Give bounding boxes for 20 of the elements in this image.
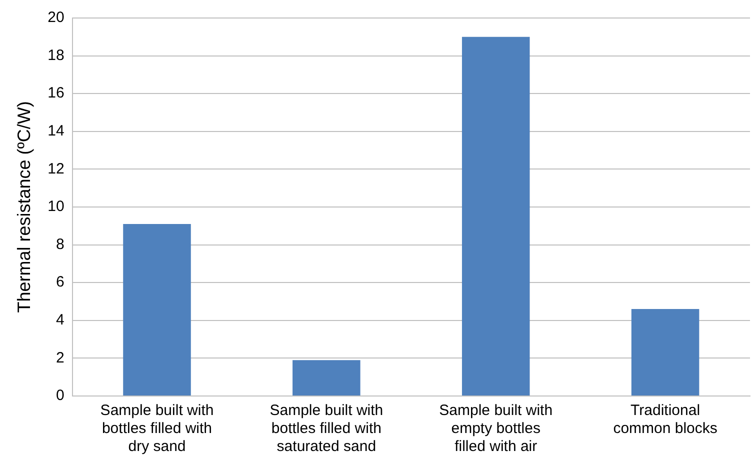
y-tick-label: 20 — [48, 9, 64, 26]
y-tick-label: 6 — [56, 274, 64, 291]
bar — [123, 224, 191, 396]
y-tick-label: 0 — [56, 387, 64, 404]
y-tick-label: 2 — [56, 349, 64, 366]
x-tick-label: Sample built with bottles filled with dry sand — [100, 402, 214, 456]
y-tick-label: 12 — [48, 160, 64, 178]
y-tick-label: 4 — [56, 312, 64, 329]
y-axis-title: Thermal resistance (ºC/W) — [14, 101, 34, 313]
y-tick-label: 10 — [48, 198, 64, 216]
bar — [631, 309, 700, 396]
bar — [292, 360, 360, 396]
y-tick-label: 8 — [56, 236, 64, 253]
y-tick-label: 16 — [48, 84, 64, 102]
x-tick-label: Sample built with bottles filled with saturated sand — [270, 402, 384, 456]
x-tick-label: Traditional common blocks — [613, 402, 718, 438]
y-tick-label: 14 — [48, 122, 64, 140]
y-tick-label: 18 — [48, 46, 64, 64]
x-tick-label: Sample built with empty bottles filled with air — [439, 402, 553, 456]
bar — [462, 36, 530, 396]
